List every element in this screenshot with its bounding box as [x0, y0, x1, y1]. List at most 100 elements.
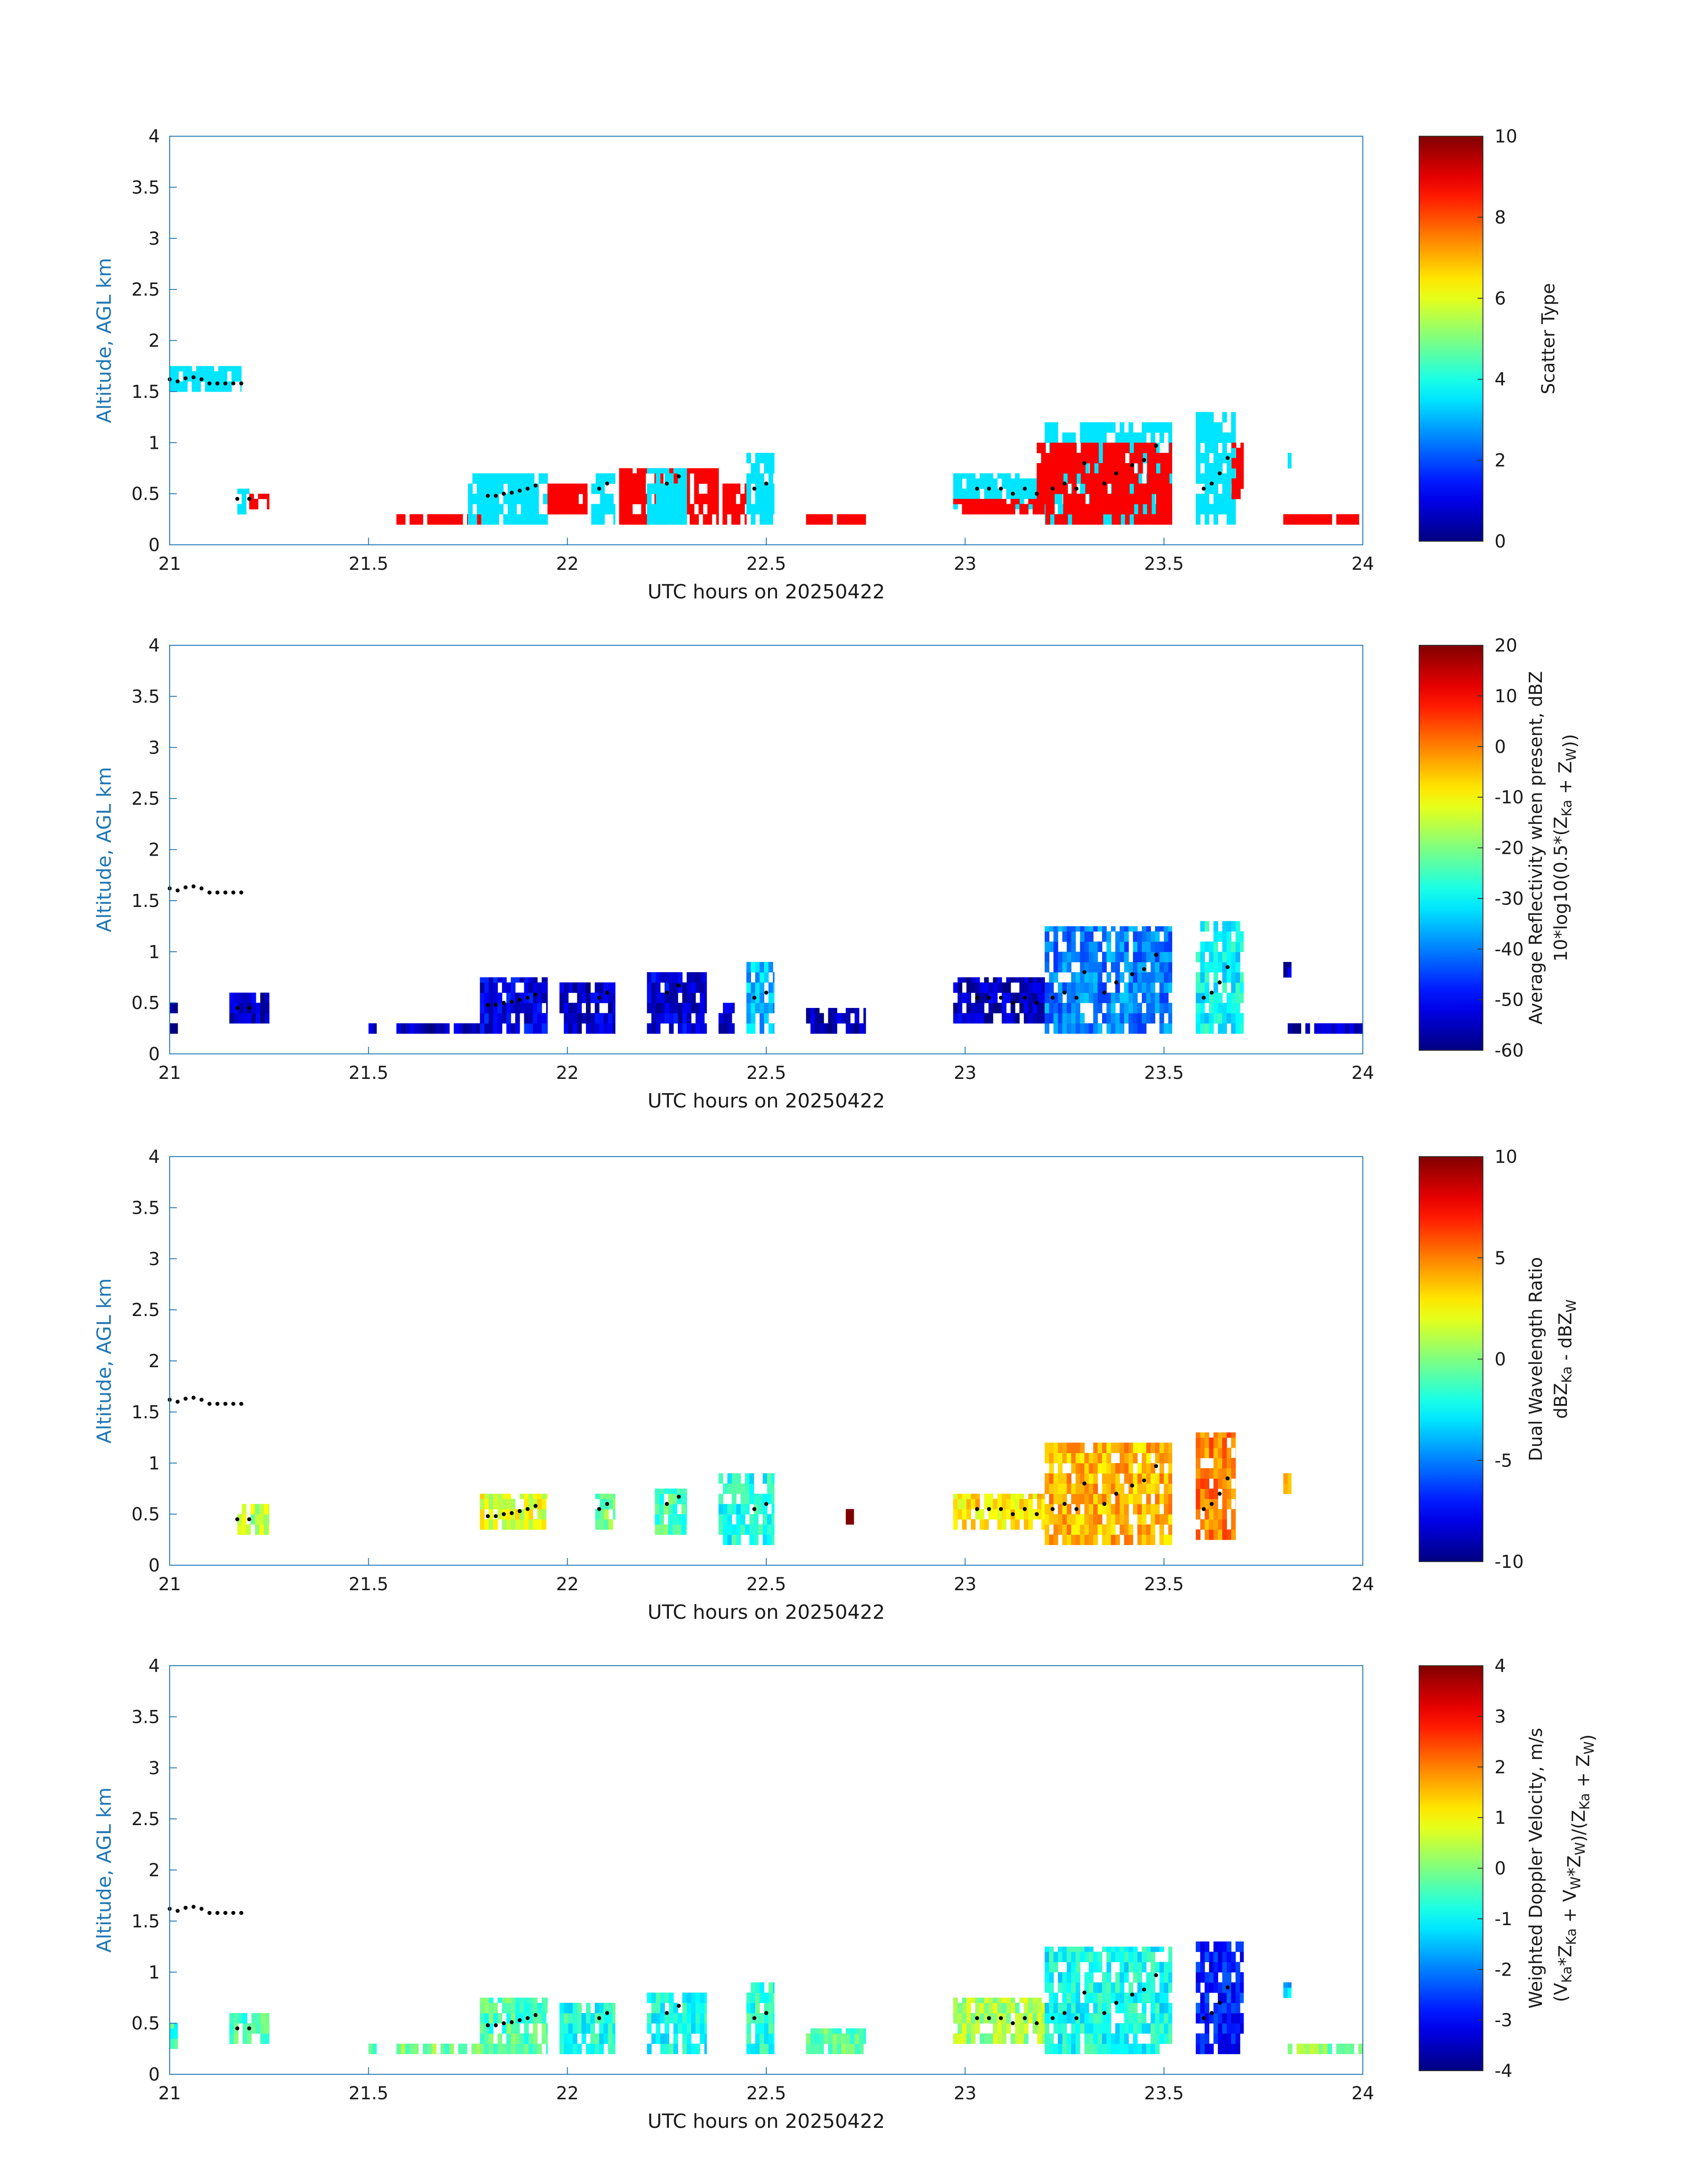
- data-cell: [590, 2023, 595, 2034]
- data-cell: [1071, 926, 1076, 932]
- data-cell: [1019, 489, 1024, 499]
- data-cell: [1102, 982, 1107, 993]
- data-cell: [1075, 1473, 1081, 1484]
- data-cell: [1102, 493, 1108, 505]
- data-cell: [581, 2013, 586, 2024]
- cloud-base-point: [764, 990, 768, 995]
- cloud-base-point: [501, 1512, 506, 1517]
- data-cell: [1195, 1941, 1201, 1952]
- data-cell: [1150, 2033, 1156, 2044]
- data-cell: [686, 1013, 692, 1024]
- data-cell: [1287, 458, 1292, 469]
- data-cell: [628, 504, 633, 514]
- x-tick-label: 23.5: [1144, 554, 1184, 574]
- data-cell: [1111, 453, 1117, 464]
- data-cell: [678, 1013, 683, 1024]
- data-cell: [1059, 453, 1064, 464]
- data-cell: [476, 514, 481, 525]
- data-cell: [1218, 952, 1223, 962]
- data-cell: [1227, 493, 1232, 505]
- data-cell: [656, 468, 661, 474]
- data-cell: [656, 1003, 661, 1014]
- data-cell: [659, 1514, 664, 1525]
- data-cell: [984, 1519, 989, 1530]
- data-cell: [673, 504, 678, 514]
- data-cell: [668, 1514, 673, 1525]
- data-cell: [1076, 514, 1082, 525]
- data-cell: [586, 2023, 591, 2034]
- data-cell: [1222, 1972, 1227, 1983]
- data-cell: [1209, 2043, 1214, 2054]
- data-cell: [681, 1504, 686, 1515]
- cloud-base-point: [184, 1396, 188, 1401]
- data-cell: [396, 514, 401, 525]
- data-cell: [572, 2043, 577, 2054]
- data-cell: [1084, 1504, 1089, 1515]
- data-cell: [1146, 1003, 1151, 1014]
- data-region: [1287, 1023, 1363, 1034]
- data-cell: [1049, 1962, 1054, 1972]
- data-cell: [686, 2013, 692, 2024]
- data-cell: [1209, 1962, 1214, 1972]
- data-cell: [1094, 493, 1099, 505]
- data-cell: [1054, 453, 1059, 464]
- data-cell: [651, 514, 656, 525]
- data-cell: [979, 1519, 985, 1530]
- data-cell: [587, 493, 588, 505]
- data-cell: [510, 2023, 516, 2034]
- data-cell: [599, 1493, 605, 1499]
- data-cell: [502, 2002, 507, 2014]
- data-cell: [1080, 1483, 1085, 1494]
- data-cell: [1041, 483, 1046, 494]
- data-cell: [401, 514, 406, 525]
- data-cell: [1054, 514, 1059, 525]
- data-cell: [764, 2043, 769, 2054]
- data-cell: [751, 463, 756, 474]
- data-cell: [1204, 1509, 1210, 1520]
- data-cell: [997, 1003, 1002, 1014]
- data-cell: [1195, 1488, 1201, 1499]
- data-cell: [546, 1003, 548, 1014]
- data-cell: [1045, 483, 1050, 494]
- data-cell: [740, 1493, 746, 1504]
- data-cell: [1147, 453, 1152, 464]
- data-cell: [773, 1023, 775, 1034]
- data-cell: [1137, 432, 1142, 443]
- data-cell: [1124, 1524, 1129, 1535]
- data-cell: [704, 2013, 707, 2024]
- data-cell: [1041, 453, 1046, 464]
- data-cell: [586, 1023, 591, 1034]
- data-cell: [1133, 1993, 1138, 2003]
- data-cell: [1319, 1023, 1324, 1034]
- data-cell: [1054, 473, 1059, 484]
- data-cell: [1200, 473, 1205, 484]
- data-cell: [1066, 432, 1072, 443]
- data-cell: [628, 473, 633, 484]
- data-cell: [966, 478, 971, 489]
- data-cell: [234, 1013, 238, 1024]
- data-cell: [480, 2002, 485, 2014]
- data-cell: [698, 473, 703, 484]
- data-cell: [594, 1013, 600, 1024]
- data-cell: [689, 468, 695, 474]
- data-cell: [1119, 1982, 1124, 1993]
- data-cell: [1124, 952, 1129, 962]
- data-cell: [1227, 504, 1232, 514]
- data-cell: [539, 473, 543, 484]
- data-cell: [1222, 941, 1227, 952]
- data-cell: [1036, 483, 1042, 494]
- data-cell: [1106, 2013, 1111, 2024]
- data-cell: [484, 1499, 489, 1509]
- data-cell: [237, 1524, 242, 1535]
- colorbar-gradient: [1419, 1665, 1483, 2071]
- data-cell: [599, 1023, 604, 1034]
- data-cell: [1075, 1463, 1081, 1474]
- cloud-base-point: [518, 2018, 522, 2022]
- data-cell: [260, 1013, 265, 1024]
- data-cell: [493, 982, 498, 993]
- data-cell: [1222, 1962, 1227, 1972]
- data-cell: [508, 493, 513, 505]
- cloud-base-point: [752, 486, 756, 491]
- data-cell: [1168, 926, 1173, 932]
- data-cell: [850, 1514, 854, 1525]
